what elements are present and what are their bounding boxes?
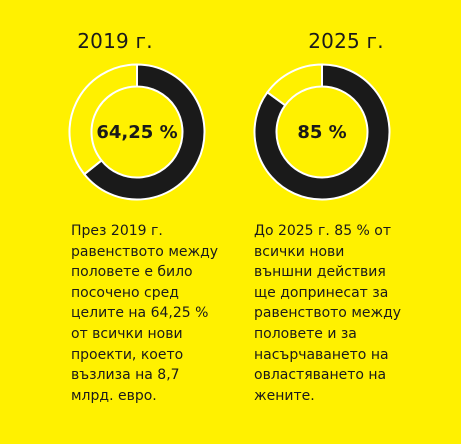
chart-title-2019: 2019 г. [77, 29, 153, 53]
description-2019: През 2019 г. равенството между половете … [71, 223, 219, 404]
donut-chart-2025: 85 % [253, 63, 391, 201]
donut-slice-remainder [68, 63, 138, 176]
donut-slice-filled [82, 63, 206, 201]
donut-svg-2025 [253, 63, 391, 201]
donut-value-label-2019: 64,25 % [96, 121, 178, 143]
panel-2019: 2019 г. 64,25 % През 2019 г. равенството… [0, 0, 230, 444]
description-2025: До 2025 г. 85 % от всички нови външни де… [254, 223, 402, 404]
donut-slice-remainder [265, 63, 323, 107]
donut-svg-2019 [68, 63, 206, 201]
panel-2025: 2025 г. 85 % До 2025 г. 85 % от всички н… [231, 0, 461, 444]
donut-slice-filled [253, 63, 391, 201]
donut-chart-2019: 64,25 % [68, 63, 206, 201]
donut-value-label-2025: 85 % [297, 121, 347, 143]
chart-title-2025: 2025 г. [308, 29, 384, 53]
